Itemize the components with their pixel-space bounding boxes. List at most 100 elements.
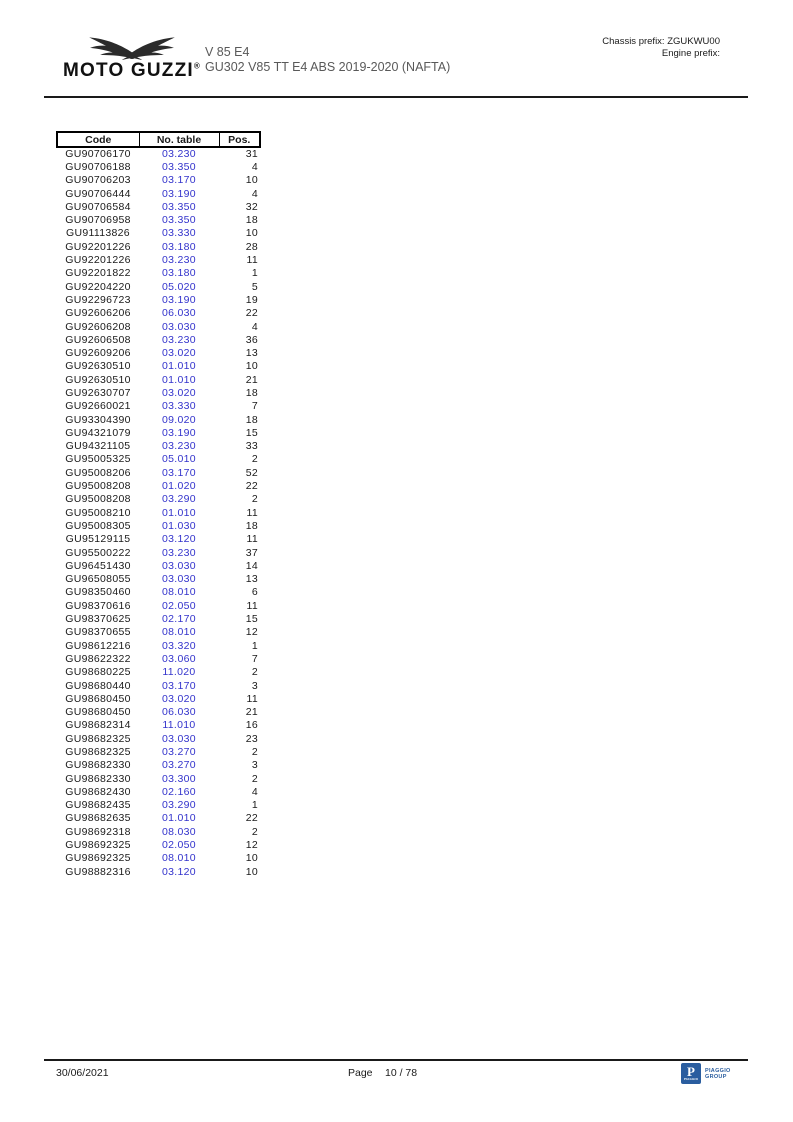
- position-number: 7: [251, 652, 258, 665]
- table-number-link[interactable]: 03.120: [162, 865, 196, 878]
- table-number-link[interactable]: 03.190: [162, 426, 196, 439]
- part-code: GU92609206: [65, 347, 131, 360]
- table-row: GU98682330 03.270 3: [57, 759, 260, 772]
- table-number-link[interactable]: 03.170: [162, 466, 196, 479]
- position-number: 12: [245, 626, 258, 639]
- table-row: GU92630510 01.010 10: [57, 360, 260, 373]
- table-number-link[interactable]: 11.020: [162, 666, 196, 679]
- position-number: 11: [246, 599, 258, 612]
- table-number-link[interactable]: 03.180: [162, 240, 196, 253]
- part-code: GU98692325: [65, 852, 131, 865]
- part-code: GU92606208: [65, 320, 131, 333]
- part-code: GU98682314: [65, 719, 131, 732]
- table-number-link[interactable]: 08.010: [162, 852, 196, 865]
- table-number-link[interactable]: 01.010: [162, 812, 196, 825]
- table-number-link[interactable]: 03.030: [162, 559, 196, 572]
- table-row: GU95500222 03.230 37: [57, 546, 260, 559]
- table-header-row: Code No. table Pos.: [56, 131, 261, 148]
- table-number-link[interactable]: 08.010: [162, 626, 196, 639]
- table-number-link[interactable]: 03.120: [162, 533, 196, 546]
- table-number-link[interactable]: 03.230: [162, 254, 196, 267]
- part-code: GU92204220: [65, 280, 131, 293]
- table-number-link[interactable]: 03.020: [162, 386, 196, 399]
- table-number-link[interactable]: 03.190: [162, 187, 196, 200]
- table-row: GU92606206 06.030 22: [57, 307, 260, 320]
- part-code: GU98682635: [65, 812, 131, 825]
- table-row: GU90706203 03.170 10: [57, 174, 260, 187]
- table-number-link[interactable]: 08.010: [162, 586, 196, 599]
- position-number: 3: [251, 679, 258, 692]
- position-number: 2: [251, 493, 258, 506]
- table-number-link[interactable]: 06.030: [162, 706, 196, 719]
- table-number-link[interactable]: 03.170: [162, 679, 196, 692]
- table-number-link[interactable]: 01.030: [162, 519, 196, 532]
- table-number-link[interactable]: 05.010: [162, 453, 196, 466]
- table-number-link[interactable]: 03.290: [162, 493, 196, 506]
- prefix-info: Chassis prefix: ZGUKWU00 Engine prefix:: [602, 36, 720, 59]
- table-number-link[interactable]: 03.030: [162, 732, 196, 745]
- table-number-link[interactable]: 09.020: [162, 413, 196, 426]
- position-number: 10: [245, 852, 258, 865]
- table-row: GU98682325 03.270 2: [57, 745, 260, 758]
- table-number-link[interactable]: 02.160: [162, 785, 196, 798]
- part-code: GU95008208: [65, 493, 131, 506]
- table-number-link[interactable]: 03.350: [162, 214, 196, 227]
- table-row: GU98692325 08.010 10: [57, 852, 260, 865]
- table-number-link[interactable]: 03.190: [162, 293, 196, 306]
- table-number-link[interactable]: 03.230: [162, 440, 196, 453]
- position-number: 2: [251, 453, 258, 466]
- table-number-link[interactable]: 03.290: [162, 799, 196, 812]
- table-number-link[interactable]: 03.020: [162, 692, 196, 705]
- table-number-link[interactable]: 03.350: [162, 160, 196, 173]
- table-row: GU92630510 01.010 21: [57, 373, 260, 386]
- part-code: GU92201822: [65, 267, 131, 280]
- table-number-link[interactable]: 03.030: [162, 320, 196, 333]
- table-number-link[interactable]: 02.170: [162, 613, 196, 626]
- table-number-link[interactable]: 03.030: [162, 573, 196, 586]
- table-number-link[interactable]: 05.020: [162, 280, 196, 293]
- position-number: 18: [245, 519, 258, 532]
- part-code: GU92296723: [65, 293, 131, 306]
- table-row: GU98692325 02.050 12: [57, 838, 260, 851]
- table-number-link[interactable]: 03.270: [162, 759, 196, 772]
- table-number-link[interactable]: 11.010: [162, 719, 196, 732]
- table-row: GU92296723 03.190 19: [57, 293, 260, 306]
- table-number-link[interactable]: 03.320: [162, 639, 196, 652]
- position-number: 1: [251, 799, 258, 812]
- part-code: GU95008305: [65, 519, 131, 532]
- table-number-link[interactable]: 03.020: [162, 347, 196, 360]
- part-code: GU98692318: [65, 825, 131, 838]
- table-row: GU98682435 03.290 1: [57, 799, 260, 812]
- moto-guzzi-logo: MOTO GUZZI®: [62, 34, 202, 82]
- part-code: GU93304390: [65, 413, 131, 426]
- table-number-link[interactable]: 08.030: [162, 825, 196, 838]
- table-number-link[interactable]: 03.060: [162, 652, 196, 665]
- table-number-link[interactable]: 03.170: [162, 174, 196, 187]
- part-code: GU92630510: [65, 360, 131, 373]
- table-number-link[interactable]: 03.180: [162, 267, 196, 280]
- part-code: GU94321105: [65, 440, 131, 453]
- table-number-link[interactable]: 03.230: [162, 546, 196, 559]
- table-number-link[interactable]: 02.050: [162, 839, 196, 852]
- part-code: GU96451430: [65, 559, 131, 572]
- table-number-link[interactable]: 01.010: [162, 360, 196, 373]
- table-number-link[interactable]: 03.270: [162, 746, 196, 758]
- part-code: GU98350460: [65, 586, 131, 599]
- table-row: GU95008210 01.010 11: [57, 506, 260, 519]
- part-code: GU98682330: [65, 759, 131, 772]
- table-number-link[interactable]: 03.330: [162, 227, 196, 240]
- table-number-link[interactable]: 01.010: [162, 373, 196, 386]
- table-row: GU90706170 03.230 31: [57, 147, 260, 160]
- table-number-link[interactable]: 06.030: [162, 307, 196, 320]
- part-code: GU98622322: [65, 652, 131, 665]
- table-number-link[interactable]: 02.050: [162, 599, 196, 612]
- table-row: GU98692318 08.030 2: [57, 825, 260, 838]
- table-number-link[interactable]: 03.300: [162, 772, 196, 785]
- table-number-link[interactable]: 01.010: [162, 506, 196, 519]
- table-number-link[interactable]: 03.350: [162, 200, 196, 213]
- table-number-link[interactable]: 03.230: [162, 148, 196, 161]
- column-header-pos: Pos.: [218, 131, 261, 148]
- table-number-link[interactable]: 01.020: [162, 480, 196, 493]
- table-number-link[interactable]: 03.330: [162, 400, 196, 413]
- table-number-link[interactable]: 03.230: [162, 333, 196, 346]
